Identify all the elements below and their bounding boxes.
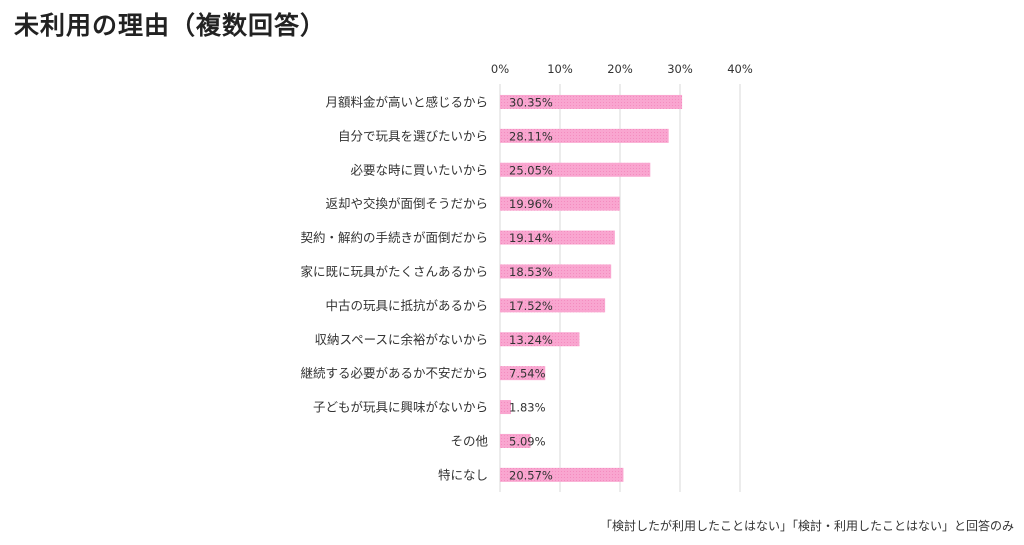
category-label: 特になし (438, 467, 488, 482)
category-label: 収納スペースに余裕がないから (314, 332, 488, 347)
value-label: 5.09% (509, 434, 546, 448)
value-label: 1.83% (509, 401, 546, 415)
bar (500, 264, 612, 279)
bar (500, 162, 651, 177)
x-tick-label: 40% (727, 62, 753, 76)
footnote: 「検討したが利用したことはない」「検討・利用したことはない」と回答のみ (599, 519, 1014, 533)
grid-lines (499, 84, 741, 492)
bar (500, 467, 624, 482)
category-label: 返却や交換が面倒そうだから (325, 196, 488, 211)
x-tick-label: 0% (491, 62, 509, 76)
x-tick-label: 20% (607, 62, 633, 76)
value-label: 19.96% (509, 197, 553, 211)
category-label: 契約・解約の手続きが面倒だから (300, 230, 488, 245)
value-label: 20.57% (509, 468, 553, 482)
value-label: 28.11% (509, 129, 553, 143)
category-label: その他 (450, 433, 488, 448)
category-label: 中古の玩具に抵抗があるから (325, 298, 488, 313)
bars (500, 94, 683, 482)
x-tick-label: 30% (667, 62, 693, 76)
value-label: 30.35% (509, 95, 553, 109)
value-label: 17.52% (509, 299, 553, 313)
bar (500, 433, 531, 448)
value-label: 13.24% (509, 333, 553, 347)
value-label: 19.14% (509, 231, 553, 245)
x-tick-label: 10% (547, 62, 573, 76)
value-label: 18.53% (509, 265, 553, 279)
bar (500, 366, 546, 381)
bar (500, 400, 511, 415)
category-label: 月額料金が高いと感じるから (325, 94, 488, 109)
chart-title: 未利用の理由（複数回答） (14, 11, 327, 40)
category-label: 子どもが玩具に興味がないから (313, 400, 488, 415)
bar (500, 332, 580, 347)
category-label: 家に既に玩具がたくさんあるから (300, 264, 488, 279)
value-label: 25.05% (509, 163, 553, 177)
category-labels: 月額料金が高いと感じるから自分で玩具を選びたいから必要な時に買いたいから返却や交… (300, 94, 488, 482)
category-label: 自分で玩具を選びたいから (338, 128, 488, 143)
category-label: 継続する必要があるか不安だから (300, 366, 488, 381)
category-label: 必要な時に買いたいから (350, 162, 488, 177)
value-label: 7.54% (509, 367, 546, 381)
bar (500, 128, 669, 143)
bar (500, 196, 620, 211)
value-labels: 30.35% 28.11% 25.05% 19.96% 19.14% 18.53% 17.5… (509, 95, 553, 482)
bar (500, 94, 683, 109)
x-axis: 0% 10% 20% 30% 40% (491, 62, 753, 76)
bar (500, 298, 606, 313)
bar (500, 230, 615, 245)
